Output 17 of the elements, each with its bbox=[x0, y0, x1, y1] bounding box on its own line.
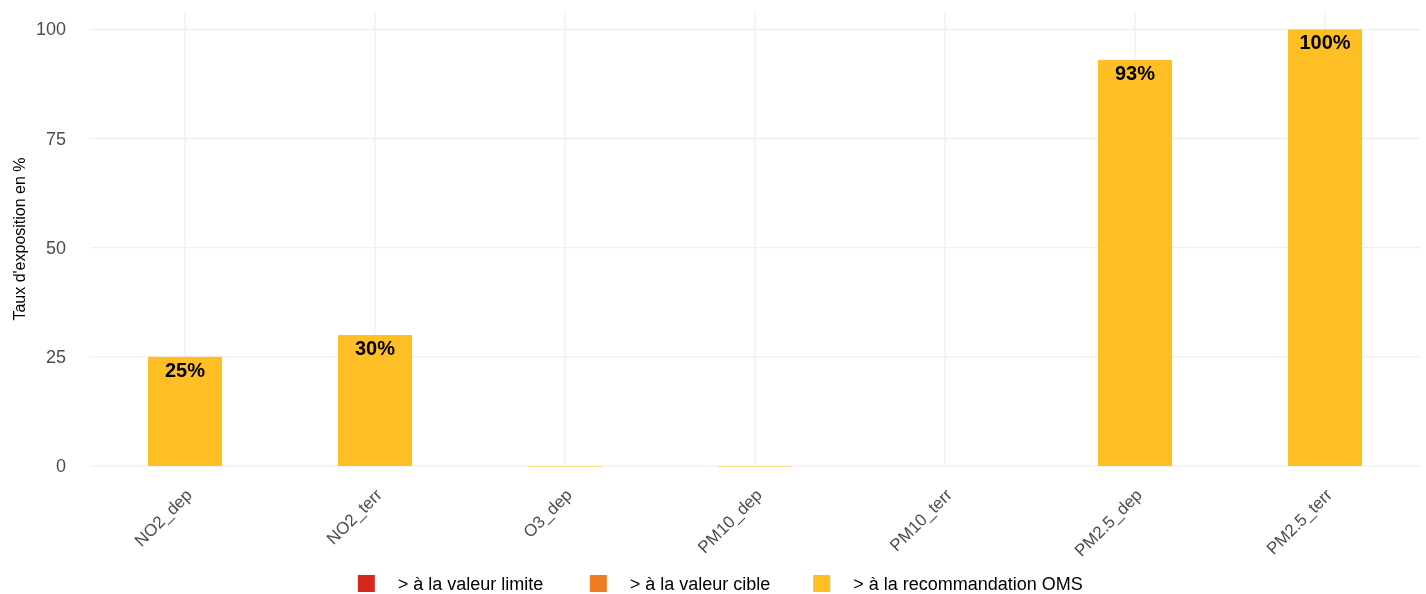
bar bbox=[337, 335, 413, 466]
data-label: 93% bbox=[1114, 62, 1156, 85]
y-axis-title: Taux d'exposition en % bbox=[11, 157, 28, 321]
y-tick-label: 25 bbox=[45, 346, 66, 367]
legend-label: > à la valeur limite bbox=[397, 574, 544, 594]
bar bbox=[1287, 29, 1363, 466]
bar bbox=[147, 356, 223, 466]
y-tick-label: 0 bbox=[55, 456, 66, 476]
y-tick-label: 50 bbox=[45, 237, 66, 258]
data-label: 25% bbox=[164, 358, 206, 381]
legend-label: > à la recommandation OMS bbox=[853, 574, 1083, 594]
data-label: 100% bbox=[1299, 31, 1351, 54]
bar bbox=[1097, 60, 1173, 466]
data-label: 30% bbox=[354, 337, 396, 360]
legend-label: > à la valeur cible bbox=[629, 574, 771, 594]
y-tick-label: 75 bbox=[45, 128, 66, 149]
y-tick-label: 100 bbox=[35, 19, 66, 40]
